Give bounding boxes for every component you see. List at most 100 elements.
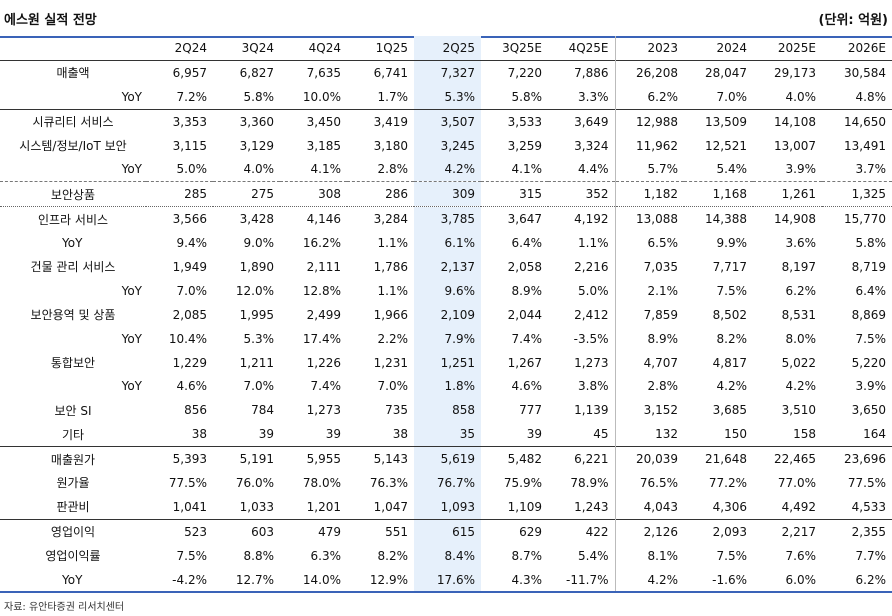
table-cell: 1,139 bbox=[574, 403, 609, 418]
table-row: YoY -4.2% 12.7% 14.0% 12.9% 17.6% 4.3% -11.7% 4.… bbox=[0, 567, 892, 593]
table-row: 보안상품 285 275 308 286 309 315 352 1,182 1,168 1,261… bbox=[0, 181, 892, 207]
table-row: 영업이익률 7.5% 8.8% 6.3% 8.2% 8.4% 8.7% 5.4% 8.1% 7.5… bbox=[0, 543, 892, 568]
table-cell: 1,890 bbox=[239, 259, 274, 274]
table-cell: 3,245 bbox=[414, 133, 481, 158]
table-cell: 3,324 bbox=[574, 138, 609, 153]
row-label: YoY bbox=[121, 331, 142, 346]
table-cell: 6.0% bbox=[785, 572, 817, 587]
table-cell: 20,039 bbox=[614, 446, 684, 472]
table-cell: 4.2% bbox=[785, 379, 817, 394]
table-cell: 4.4% bbox=[578, 162, 609, 177]
table-cell: 9.6% bbox=[414, 278, 481, 303]
table-row: YoY 4.6% 7.0% 7.4% 7.0% 1.8% 4.6% 3.8% 2.8% 4.2% 4… bbox=[0, 374, 892, 399]
table-cell: 1,047 bbox=[373, 499, 408, 514]
row-label: 인프라 서비스 bbox=[37, 212, 109, 227]
table-cell: 7.5% bbox=[716, 283, 748, 298]
table-cell: 1,325 bbox=[851, 187, 886, 202]
table-cell: 2.2% bbox=[377, 331, 409, 346]
column-header: 2Q24 bbox=[174, 40, 207, 55]
table-cell: 3,450 bbox=[306, 114, 341, 129]
table-cell: 6.4% bbox=[855, 283, 887, 298]
table-cell: 5.3% bbox=[414, 84, 481, 110]
table-cell: 6.3% bbox=[310, 548, 342, 563]
table-cell: 1,229 bbox=[172, 355, 207, 370]
table-cell: 2.8% bbox=[377, 162, 409, 177]
table-cell: 8,531 bbox=[781, 307, 816, 322]
table-cell: 2,355 bbox=[851, 524, 886, 539]
table-cell: 551 bbox=[385, 524, 408, 539]
table-cell: 2.1% bbox=[614, 278, 684, 303]
table-row: YoY 5.0% 4.0% 4.1% 2.8% 4.2% 4.1% 4.4% 5.7% 5.4% 3… bbox=[0, 157, 892, 182]
table-cell: 39 bbox=[258, 427, 274, 442]
table-cell: 22,465 bbox=[774, 452, 816, 467]
table-cell: 16.2% bbox=[302, 236, 341, 251]
table-cell: 4.2% bbox=[614, 567, 684, 593]
table-cell: 5,191 bbox=[239, 452, 274, 467]
table-cell: 315 bbox=[519, 187, 542, 202]
table-cell: -4.2% bbox=[172, 572, 207, 587]
table-cell: 7,635 bbox=[306, 65, 341, 80]
source-note: 자료: 유안타증권 리서치센터 bbox=[4, 602, 125, 613]
table-cell: 4,192 bbox=[574, 212, 609, 227]
table-row: 기타 38 39 39 38 35 39 45 132 150 158 164 bbox=[0, 422, 892, 447]
table-row: 매출액 6,957 6,827 7,635 6,741 7,327 7,220 7,886 26… bbox=[0, 60, 892, 85]
table-cell: 5,619 bbox=[414, 446, 481, 472]
table-cell: 3,685 bbox=[712, 403, 747, 418]
table-cell: -3.5% bbox=[573, 331, 609, 346]
row-label: 시큐리티 서비스 bbox=[32, 115, 114, 130]
row-label: YoY bbox=[62, 572, 83, 587]
table-cell: 2,085 bbox=[172, 307, 207, 322]
table-cell: 38 bbox=[392, 427, 408, 442]
table-cell: 1,995 bbox=[239, 307, 274, 322]
table-cell: 784 bbox=[251, 403, 274, 418]
table-cell: 735 bbox=[385, 403, 408, 418]
table-cell: 3,647 bbox=[507, 212, 542, 227]
table-cell: 1,949 bbox=[172, 259, 207, 274]
table-cell: -11.7% bbox=[566, 572, 609, 587]
table-cell: 8.9% bbox=[614, 326, 684, 351]
table-cell: 132 bbox=[614, 422, 684, 447]
table-cell: 30,584 bbox=[844, 65, 886, 80]
table-cell: 3,419 bbox=[373, 114, 408, 129]
table-cell: 7.2% bbox=[176, 89, 208, 104]
column-header: 2023 bbox=[614, 36, 684, 61]
table-cell: 3,185 bbox=[306, 138, 341, 153]
row-label: YoY bbox=[121, 283, 142, 298]
table-cell: 12.9% bbox=[369, 572, 408, 587]
table-cell: 7.9% bbox=[414, 326, 481, 351]
table-cell: 4,533 bbox=[851, 499, 886, 514]
column-header: 2Q25 bbox=[414, 36, 481, 61]
table-cell: 3,284 bbox=[373, 212, 408, 227]
table-cell: 15,770 bbox=[844, 212, 886, 227]
table-cell: 309 bbox=[414, 181, 481, 207]
table-cell: 3,566 bbox=[172, 212, 207, 227]
table-cell: 2,499 bbox=[306, 307, 341, 322]
table-cell: 4.2% bbox=[414, 157, 481, 182]
table-cell: 5.3% bbox=[243, 331, 275, 346]
table-cell: 1.1% bbox=[377, 236, 409, 251]
table-cell: 3,533 bbox=[507, 114, 542, 129]
row-label: 보안용역 및 상품 bbox=[30, 308, 116, 323]
table-cell: 7,327 bbox=[414, 60, 481, 85]
table-cell: 8.9% bbox=[511, 283, 543, 298]
table-cell: 7.5% bbox=[855, 331, 887, 346]
table-cell: 8.4% bbox=[414, 543, 481, 568]
row-label: 영업이익률 bbox=[45, 549, 101, 564]
table-cell: 3.9% bbox=[855, 379, 887, 394]
table-cell: 5.0% bbox=[176, 162, 208, 177]
table-cell: 8.0% bbox=[785, 331, 817, 346]
table-cell: 10.4% bbox=[168, 331, 207, 346]
table-row: 보안용역 및 상품 2,085 1,995 2,499 1,966 2,109 2,044 2… bbox=[0, 302, 892, 327]
table-cell: 1,211 bbox=[239, 355, 274, 370]
table-cell: 12.8% bbox=[302, 283, 341, 298]
table-cell: 8,502 bbox=[712, 307, 747, 322]
table-cell: 6.2% bbox=[855, 572, 887, 587]
table-row: 시스템/정보/IoT 보안 3,115 3,129 3,185 3,180 3,245 3,… bbox=[0, 133, 892, 158]
table-cell: 11,962 bbox=[614, 133, 684, 158]
table-cell: 5.8% bbox=[855, 236, 887, 251]
table-row: 시큐리티 서비스 3,353 3,360 3,450 3,419 3,507 3,533 3,… bbox=[0, 109, 892, 134]
table-cell: 13,509 bbox=[705, 114, 747, 129]
table-cell: 5.8% bbox=[511, 89, 543, 104]
table-cell: 6,957 bbox=[172, 65, 207, 80]
table-cell: 12,521 bbox=[705, 138, 747, 153]
